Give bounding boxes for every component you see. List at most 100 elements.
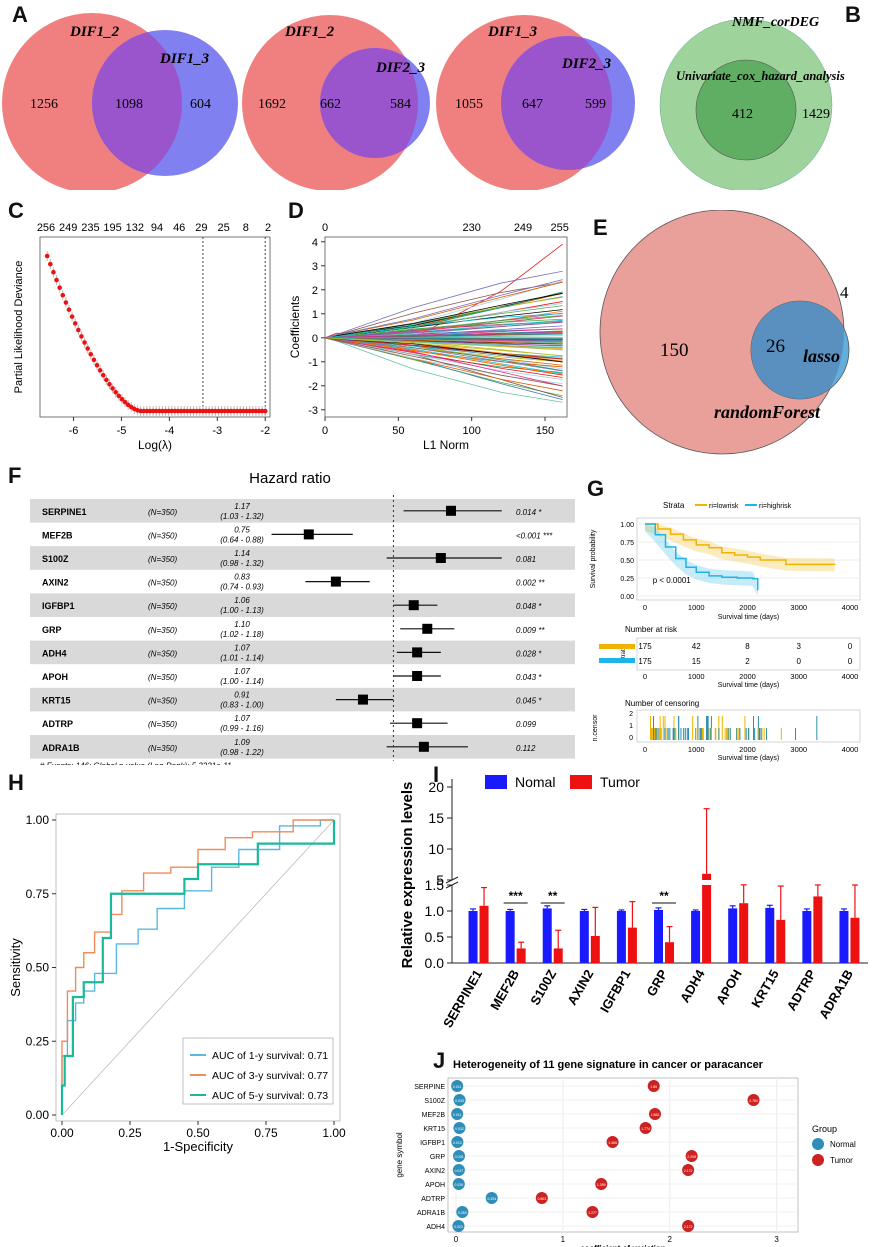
top-tick-label: 256 <box>37 222 55 234</box>
tumor-dot <box>595 1178 608 1190</box>
legend-normal-dot <box>812 1138 824 1150</box>
x-tick-label: 2 <box>668 1235 673 1244</box>
x-tick-label: 150 <box>536 425 554 437</box>
deviance-point <box>72 321 78 326</box>
n-label: (N=350) <box>148 531 177 540</box>
gene-label: APOH <box>425 1182 445 1189</box>
censor-x-label: Survival time (days) <box>718 755 779 762</box>
normal-bar <box>579 911 589 963</box>
gene-label: ADTRP <box>421 1196 445 1203</box>
legend-label: AUC of 3-y survival: 0.77 <box>212 1070 328 1082</box>
x-tick-label: 4000 <box>842 603 859 612</box>
deviance-point <box>88 352 94 357</box>
censor-title: Number of censoring <box>625 699 699 708</box>
deviance-point <box>54 277 59 283</box>
venn-e-big-count: 150 <box>660 340 689 361</box>
top-tick-label: 94 <box>151 222 163 234</box>
censor-x-tick: 0 <box>643 745 647 754</box>
venn-a3-right-count: 599 <box>585 97 606 112</box>
panel-letter-d: D <box>288 198 304 223</box>
normal-dot <box>451 1108 464 1120</box>
risk-low-count: 8 <box>745 642 750 651</box>
gene-label: IGFBP1 <box>42 601 75 611</box>
category-label: AXIN2 <box>564 967 596 1008</box>
venn-a2: DIF1_2 DIF2_3 1692 662 584 <box>242 15 430 190</box>
x-tick-label: 0.00 <box>50 1126 74 1140</box>
panel-j-dots: Heterogeneity of 11 gene signature in ca… <box>395 1059 856 1247</box>
y-tick-label: -3 <box>308 405 318 417</box>
deviance-point <box>94 362 100 368</box>
coef-path <box>324 337 563 357</box>
roc-curve <box>61 819 334 1115</box>
top-tick-label: 29 <box>195 222 207 234</box>
risk-x-tick: 1000 <box>688 672 705 681</box>
panel-g-km: Strata ri=lowrisk ri=highrisk 0.00 0.25 0.50 0… <box>590 501 861 762</box>
panel-e-venn: 150 26 4 lasso randomForest <box>599 210 850 455</box>
hr-value: 1.07 <box>234 667 250 676</box>
deviance-point <box>69 314 75 319</box>
tumor-bar <box>813 896 823 963</box>
y-tick-label: 2 <box>312 285 318 297</box>
row-stripe <box>30 735 575 759</box>
ci-value: (0.83 - 1.00) <box>220 701 264 710</box>
risk-x-label: Survival time (days) <box>718 682 779 689</box>
significance-label: ** <box>548 889 558 903</box>
normal-bar <box>505 911 515 963</box>
tumor-dot <box>747 1094 760 1106</box>
x-axis-label: 1-Specificity <box>163 1139 234 1154</box>
y-tick-label: 1.00 <box>26 813 50 827</box>
panel-h-roc: 0.00 0.25 0.50 0.75 1.00 0.00 0.25 0.50 0.75 1.00… <box>8 813 346 1154</box>
coef-path <box>324 280 563 339</box>
plot-frame <box>447 1077 799 1233</box>
p-value: <0.001 *** <box>516 531 553 540</box>
y-axis-label: gene symbol <box>395 1132 404 1178</box>
venn-a1-left-count: 1256 <box>30 97 58 112</box>
panel-letter-f: F <box>8 463 22 488</box>
tumor-dot <box>535 1192 548 1204</box>
normal-dot <box>451 1080 464 1092</box>
y-tick-label: 1.00 <box>620 522 634 529</box>
venn-a2-left-label: DIF1_2 <box>284 24 335 40</box>
row-stripe <box>30 499 575 523</box>
deviance-point <box>63 300 69 305</box>
deviance-point <box>119 396 125 402</box>
ci-value: (0.98 - 1.22) <box>220 748 264 757</box>
n-label: (N=350) <box>148 649 177 658</box>
ci-value: (1.01 - 1.14) <box>220 653 264 662</box>
venn-e-small-count: 4 <box>840 283 849 302</box>
normal-dot <box>452 1178 465 1190</box>
censor-x-tick: 3000 <box>790 745 807 754</box>
y-tick-label: 0.00 <box>26 1108 50 1122</box>
risk-axis-label: Strata <box>621 645 627 662</box>
hr-box <box>412 718 423 729</box>
p-value: 0.048 * <box>516 602 542 611</box>
panel-letter-g: G <box>587 476 605 501</box>
legend-tumor-label: Tumor <box>830 1156 853 1165</box>
risk-high-count: 15 <box>692 657 701 666</box>
panel-b-venn: NMF_corDEG Univariate_cox_hazard_analysi… <box>659 15 845 190</box>
p-value: 0.014 * <box>516 508 542 517</box>
normal-dot-label: 0.334 <box>487 1197 496 1201</box>
legend-normal-swatch <box>485 775 507 789</box>
deviance-point <box>262 408 268 414</box>
deviance-point <box>116 393 122 399</box>
legend-low-label: ri=lowrisk <box>709 503 739 510</box>
p-value: 0.043 * <box>516 673 542 682</box>
tumor-bar-upper <box>702 873 712 880</box>
normal-dot-label: 0.027 <box>455 1169 464 1173</box>
ci-band <box>645 524 835 572</box>
top-tick-label: 0 <box>322 222 328 234</box>
legend-tumor-dot <box>812 1154 824 1166</box>
significance-label: ** <box>659 889 669 903</box>
n-label: (N=350) <box>148 673 177 682</box>
y-tick-label: 0.75 <box>620 540 634 547</box>
venn-e-big-label: randomForest <box>714 402 821 422</box>
gene-label: APOH <box>42 672 68 682</box>
tumor-dot <box>606 1136 619 1148</box>
x-tick-label: 0.25 <box>118 1126 142 1140</box>
risk-high-count: 2 <box>745 657 750 666</box>
top-tick-label: 8 <box>243 222 249 234</box>
normal-dot <box>453 1094 466 1106</box>
venn-b-inner-circle <box>695 59 797 161</box>
n-label: (N=350) <box>148 697 177 706</box>
